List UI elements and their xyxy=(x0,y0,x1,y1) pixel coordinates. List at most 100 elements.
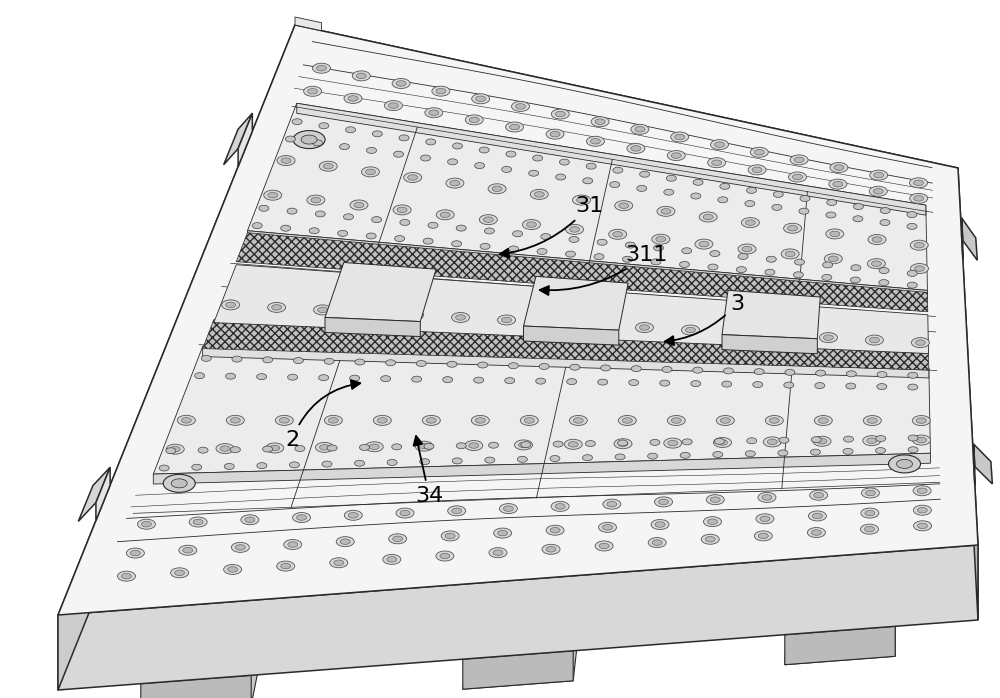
Ellipse shape xyxy=(818,418,828,423)
Ellipse shape xyxy=(595,119,605,124)
Ellipse shape xyxy=(753,382,763,387)
Ellipse shape xyxy=(879,280,889,285)
Ellipse shape xyxy=(708,158,726,168)
Polygon shape xyxy=(247,231,927,300)
Ellipse shape xyxy=(613,168,623,173)
Ellipse shape xyxy=(713,452,723,457)
Polygon shape xyxy=(58,545,978,690)
Ellipse shape xyxy=(867,418,877,423)
Ellipse shape xyxy=(489,548,507,558)
Ellipse shape xyxy=(586,136,604,147)
Ellipse shape xyxy=(747,438,757,444)
Ellipse shape xyxy=(502,166,512,172)
Ellipse shape xyxy=(426,417,436,423)
Ellipse shape xyxy=(793,174,802,179)
Ellipse shape xyxy=(281,563,291,569)
Ellipse shape xyxy=(387,459,397,466)
Ellipse shape xyxy=(159,465,169,471)
Ellipse shape xyxy=(318,307,328,313)
Ellipse shape xyxy=(710,497,720,503)
Ellipse shape xyxy=(419,443,429,449)
Ellipse shape xyxy=(122,574,131,579)
Ellipse shape xyxy=(550,131,560,137)
Ellipse shape xyxy=(865,510,875,516)
Ellipse shape xyxy=(869,186,887,196)
Ellipse shape xyxy=(824,254,842,264)
Ellipse shape xyxy=(731,329,741,335)
Ellipse shape xyxy=(324,358,334,364)
Ellipse shape xyxy=(908,384,918,390)
Ellipse shape xyxy=(350,375,360,381)
Ellipse shape xyxy=(465,115,483,125)
Ellipse shape xyxy=(126,548,144,558)
Ellipse shape xyxy=(915,340,925,346)
Ellipse shape xyxy=(137,519,155,529)
Ellipse shape xyxy=(344,94,362,103)
Ellipse shape xyxy=(671,153,681,158)
Ellipse shape xyxy=(907,282,917,288)
Ellipse shape xyxy=(224,463,234,470)
Ellipse shape xyxy=(910,240,928,250)
Ellipse shape xyxy=(810,490,828,500)
Ellipse shape xyxy=(412,376,422,382)
Ellipse shape xyxy=(710,251,720,257)
Ellipse shape xyxy=(350,200,368,210)
Ellipse shape xyxy=(773,330,791,340)
Ellipse shape xyxy=(384,101,402,110)
Ellipse shape xyxy=(664,189,674,195)
Polygon shape xyxy=(974,444,992,484)
Ellipse shape xyxy=(452,508,462,514)
Polygon shape xyxy=(141,675,251,698)
Ellipse shape xyxy=(817,438,827,444)
Ellipse shape xyxy=(691,380,701,387)
Ellipse shape xyxy=(288,542,298,547)
Ellipse shape xyxy=(723,368,733,374)
Ellipse shape xyxy=(513,231,523,237)
Ellipse shape xyxy=(216,443,234,454)
Ellipse shape xyxy=(708,264,718,270)
Ellipse shape xyxy=(640,325,649,330)
Ellipse shape xyxy=(784,382,794,388)
Ellipse shape xyxy=(544,318,562,327)
Ellipse shape xyxy=(456,443,466,449)
Ellipse shape xyxy=(784,223,802,233)
Ellipse shape xyxy=(389,534,407,544)
Ellipse shape xyxy=(573,417,583,423)
Ellipse shape xyxy=(399,135,409,141)
Ellipse shape xyxy=(524,417,534,423)
Ellipse shape xyxy=(422,415,440,425)
Ellipse shape xyxy=(738,253,748,260)
Ellipse shape xyxy=(747,187,757,193)
Ellipse shape xyxy=(388,103,398,108)
Ellipse shape xyxy=(366,169,375,174)
Ellipse shape xyxy=(699,242,709,247)
Ellipse shape xyxy=(564,439,582,450)
Ellipse shape xyxy=(372,216,382,223)
Ellipse shape xyxy=(773,191,783,198)
Text: 311: 311 xyxy=(540,245,667,295)
Ellipse shape xyxy=(348,512,358,518)
Ellipse shape xyxy=(794,259,804,265)
Ellipse shape xyxy=(693,367,703,373)
Polygon shape xyxy=(214,265,928,354)
Ellipse shape xyxy=(622,417,632,423)
Ellipse shape xyxy=(181,417,191,423)
Ellipse shape xyxy=(367,147,377,154)
Ellipse shape xyxy=(815,383,825,389)
Ellipse shape xyxy=(718,440,727,445)
Ellipse shape xyxy=(897,459,913,468)
Ellipse shape xyxy=(354,202,364,208)
Ellipse shape xyxy=(810,449,820,455)
Ellipse shape xyxy=(765,415,783,426)
Ellipse shape xyxy=(655,497,673,507)
Ellipse shape xyxy=(297,514,307,520)
Ellipse shape xyxy=(272,304,282,310)
Ellipse shape xyxy=(914,521,932,530)
Ellipse shape xyxy=(807,528,825,537)
Ellipse shape xyxy=(812,513,822,519)
Ellipse shape xyxy=(800,195,810,202)
Ellipse shape xyxy=(360,307,378,318)
Ellipse shape xyxy=(336,537,354,547)
Ellipse shape xyxy=(788,172,806,182)
Ellipse shape xyxy=(130,550,140,556)
